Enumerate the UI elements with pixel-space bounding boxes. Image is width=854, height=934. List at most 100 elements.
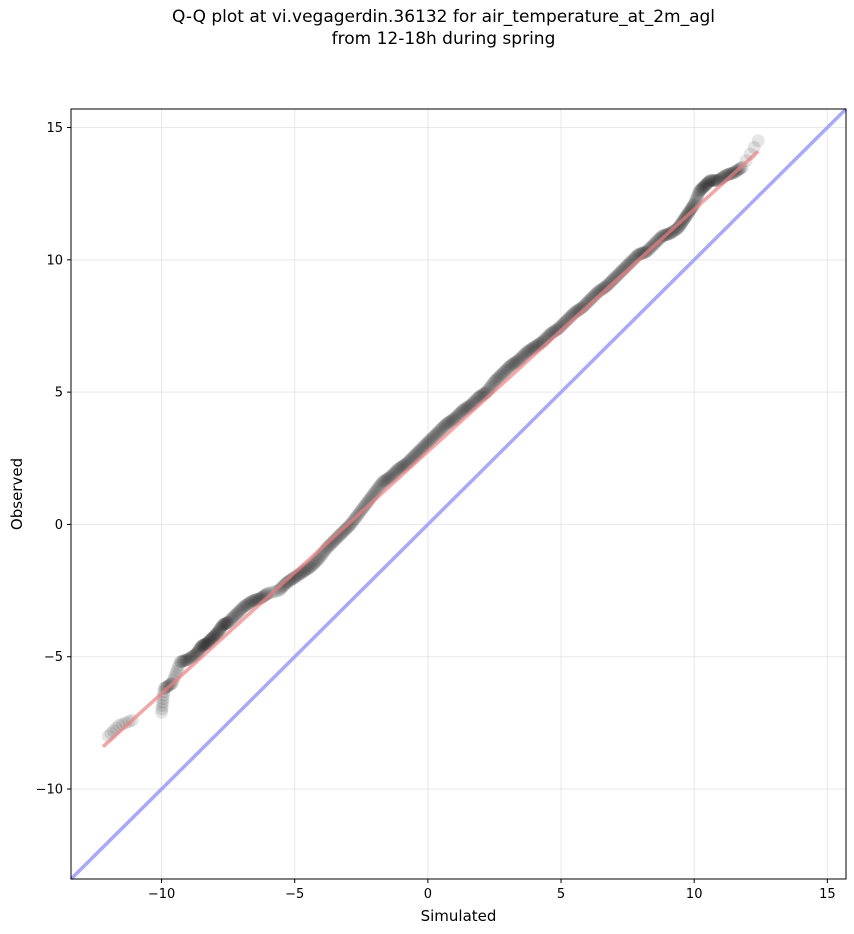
data-point xyxy=(602,277,616,291)
data-point xyxy=(386,468,400,482)
data-point xyxy=(201,636,215,650)
fit-line-group xyxy=(101,150,760,748)
data-point xyxy=(210,627,224,641)
data-point xyxy=(214,620,228,634)
data-point xyxy=(371,481,385,495)
data-point xyxy=(498,364,512,378)
data-point xyxy=(685,201,699,215)
data-point xyxy=(155,705,169,719)
x-axis-label: Simulated xyxy=(421,907,497,925)
data-point xyxy=(178,654,192,668)
data-point xyxy=(518,347,532,361)
data-point xyxy=(222,614,236,628)
data-point xyxy=(242,596,256,610)
data-point xyxy=(493,369,507,383)
data-point xyxy=(608,270,622,284)
data-point xyxy=(236,601,250,615)
data-point xyxy=(207,629,221,643)
data-point xyxy=(486,376,500,390)
x-tick-label: −10 xyxy=(148,887,175,902)
data-point xyxy=(696,181,710,195)
data-point xyxy=(304,560,318,574)
data-point xyxy=(699,178,713,192)
data-point xyxy=(636,246,650,260)
y-tick-label: 0 xyxy=(55,518,63,533)
y-tick-label: −5 xyxy=(44,650,63,665)
data-point xyxy=(438,418,452,432)
data-point xyxy=(227,610,241,624)
data-point xyxy=(513,352,527,366)
data-point xyxy=(226,611,240,625)
data-point xyxy=(223,613,237,627)
data-point xyxy=(489,373,503,387)
data-point xyxy=(214,621,228,635)
data-point xyxy=(218,617,232,631)
data-point xyxy=(156,695,170,709)
data-point xyxy=(338,523,352,537)
data-point xyxy=(211,625,225,639)
data-point xyxy=(305,559,319,573)
data-point xyxy=(206,630,220,644)
data-point xyxy=(212,624,226,638)
data-point xyxy=(603,276,617,290)
grid-lines xyxy=(71,109,846,879)
data-point xyxy=(432,425,446,439)
data-point xyxy=(220,616,234,630)
data-point xyxy=(669,223,683,237)
data-point xyxy=(198,637,212,651)
chart-title-line-2: from 12-18h during spring xyxy=(331,29,556,49)
data-point xyxy=(704,173,718,187)
data-point xyxy=(234,603,248,617)
data-point xyxy=(491,371,505,385)
data-point xyxy=(191,645,205,659)
data-point xyxy=(521,345,535,359)
data-point xyxy=(197,638,211,652)
data-point xyxy=(195,639,209,653)
data-point xyxy=(506,357,520,371)
data-point xyxy=(707,173,721,187)
data-point xyxy=(458,402,472,416)
x-tick-label: 5 xyxy=(557,887,565,902)
data-point xyxy=(377,474,391,488)
data-point xyxy=(194,639,208,653)
data-point xyxy=(683,203,697,217)
data-point xyxy=(201,635,215,649)
data-point xyxy=(607,271,621,285)
data-point xyxy=(376,475,390,489)
data-point xyxy=(695,182,709,196)
data-point xyxy=(205,631,219,645)
data-point xyxy=(453,406,467,420)
data-point xyxy=(690,190,704,204)
data-point xyxy=(497,365,511,379)
x-tick-label: −5 xyxy=(285,887,304,902)
data-point xyxy=(441,416,455,430)
data-point xyxy=(418,438,432,452)
y-tick-label: 10 xyxy=(46,253,63,268)
data-point xyxy=(698,179,712,193)
data-point xyxy=(421,435,435,449)
data-point xyxy=(697,179,711,193)
data-point xyxy=(213,623,227,637)
data-point xyxy=(576,299,590,313)
data-point xyxy=(666,225,680,239)
data-point xyxy=(283,573,297,587)
data-point xyxy=(443,415,457,429)
data-point xyxy=(378,474,392,488)
data-point xyxy=(156,688,170,702)
data-point xyxy=(449,410,463,424)
data-point xyxy=(390,463,404,477)
data-point xyxy=(342,519,356,533)
data-point xyxy=(380,472,394,486)
data-point xyxy=(245,594,259,608)
data-point xyxy=(175,654,189,668)
data-point xyxy=(237,599,251,613)
data-point xyxy=(194,640,208,654)
data-point xyxy=(335,527,349,541)
data-point xyxy=(673,218,687,232)
y-axis-label: Observed xyxy=(8,458,26,530)
data-point xyxy=(332,529,346,543)
data-point xyxy=(203,633,217,647)
data-point xyxy=(235,602,249,616)
data-point xyxy=(699,177,713,191)
data-point xyxy=(430,426,444,440)
